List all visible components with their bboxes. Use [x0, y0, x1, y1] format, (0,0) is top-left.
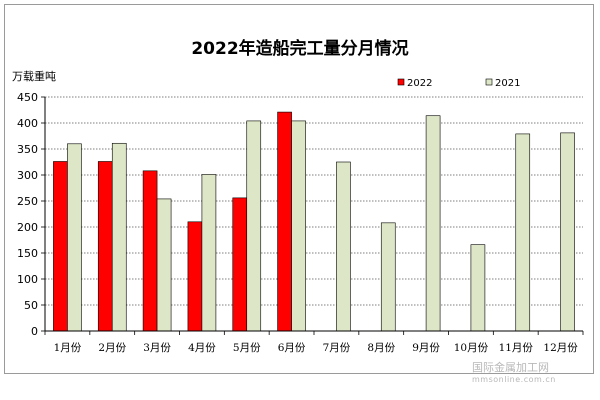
y-tick-label: 300 [17, 169, 38, 182]
y-tick-label: 0 [31, 325, 38, 338]
bar-2022-5 [232, 197, 248, 332]
legend-swatch-2021 [485, 78, 493, 86]
x-tick-label: 9月份 [412, 342, 440, 354]
bar-2021-5 [246, 120, 262, 332]
watermark-name: 国际金属加工网 [472, 361, 549, 374]
x-tick-label: 4月份 [188, 342, 216, 354]
y-tick-label: 50 [24, 299, 38, 312]
x-axis-ticks: 1月份 2月份 3月份 4月份 5月份 6月份 7月份 8月份 9月份 10月份 11月份 12月份 [44, 331, 584, 354]
x-tick-label: 2月份 [98, 342, 126, 354]
x-tick-label: 8月份 [367, 342, 395, 354]
axes [44, 97, 583, 332]
bar-2022-2 [97, 161, 113, 332]
bar-2021-11 [515, 133, 531, 332]
legend-label-2021: 2021 [495, 78, 520, 89]
chart-title: 2022年造船完工量分月情况 [191, 38, 408, 59]
y-tick-label: 150 [17, 247, 38, 260]
y-tick-label: 400 [17, 117, 38, 130]
y-axis-ticks: 0 50 100 150 200 250 300 350 400 450 [17, 91, 45, 338]
y-tick-label: 350 [17, 143, 38, 156]
y-tick-label: 100 [17, 273, 38, 286]
x-tick-label: 11月份 [499, 342, 534, 354]
x-tick-label: 6月份 [278, 342, 306, 354]
legend-label-2022: 2022 [407, 78, 432, 89]
x-tick-label: 7月份 [323, 342, 351, 354]
bar-2022-3 [142, 170, 158, 332]
gridlines [45, 96, 583, 306]
watermark-url: mmsonline.com.cn [472, 375, 556, 384]
bar-2021-6 [291, 120, 306, 332]
y-tick-label: 450 [17, 91, 38, 104]
y-tick-label: 200 [17, 221, 38, 234]
bar-2022-4 [187, 221, 203, 332]
bar-2021-9 [425, 115, 441, 332]
y-axis-unit-label: 万载重吨 [12, 69, 56, 83]
legend-swatch-2022 [397, 78, 405, 86]
bar-2021-2 [111, 142, 127, 332]
bar-2021-1 [67, 143, 82, 332]
x-tick-label: 12月份 [543, 342, 578, 354]
legend: 2022 2021 [397, 78, 520, 89]
x-tick-label: 5月份 [233, 342, 261, 354]
bar-2021-4 [201, 174, 217, 332]
bars [53, 111, 575, 332]
bar-2022-6 [277, 111, 292, 332]
x-tick-label: 1月份 [54, 342, 82, 354]
bar-2021-3 [156, 198, 172, 332]
bar-2021-12 [560, 132, 575, 332]
bar-2021-10 [470, 244, 486, 332]
bar-2021-8 [380, 222, 396, 332]
bar-2021-7 [336, 161, 351, 332]
bar-2022-1 [53, 161, 68, 332]
x-tick-label: 10月份 [454, 342, 489, 354]
x-tick-label: 3月份 [143, 342, 171, 354]
y-tick-label: 250 [17, 195, 38, 208]
watermark: 国际金属加工网 mmsonline.com.cn [472, 362, 556, 386]
